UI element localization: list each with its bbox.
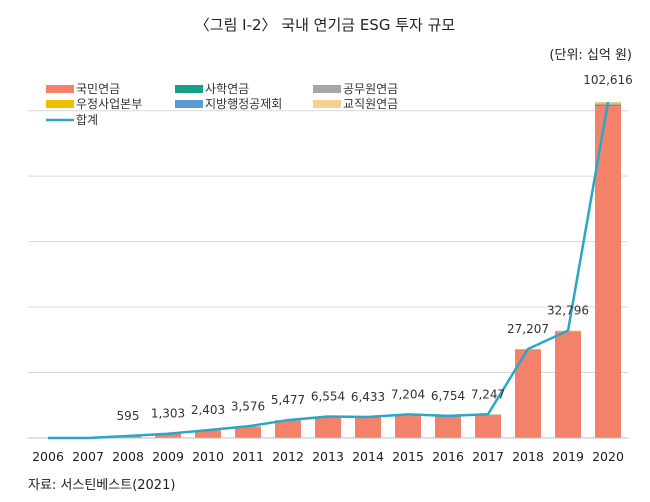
bar-nps-2011	[235, 426, 261, 438]
total-data-label: 7,204	[391, 387, 425, 401]
chart-title: 〈그림 Ⅰ-2〉 국내 연기금 ESG 투자 규모	[194, 16, 456, 34]
x-tick-label: 2017	[472, 449, 504, 464]
total-data-label: 102,616	[583, 73, 633, 87]
unit-label: (단위: 십억 원)	[549, 48, 632, 63]
total-data-label: 5,477	[271, 393, 305, 407]
x-tick-label: 2010	[192, 449, 224, 464]
x-tick-label: 2013	[312, 449, 344, 464]
x-tick-label: 2007	[72, 449, 104, 464]
total-data-label: 2,403	[191, 403, 225, 417]
total-data-label: 6,433	[351, 390, 385, 404]
total-data-label: 6,754	[431, 389, 465, 403]
x-tick-label: 2019	[552, 449, 584, 464]
legend-label-local: 지방행정공제회	[205, 96, 282, 111]
x-tick-label: 2020	[592, 449, 624, 464]
bar-nps-2014	[355, 417, 381, 438]
total-data-label: 1,303	[151, 407, 185, 421]
bar-nps-2019	[555, 331, 581, 438]
legend-swatch-teachers	[175, 85, 203, 93]
bar-nps-2015	[395, 415, 421, 438]
bar-nps-2016	[435, 416, 461, 438]
total-data-label: 7,247	[471, 387, 505, 401]
total-data-label: 3,576	[231, 399, 265, 413]
x-tick-label: 2011	[232, 449, 264, 464]
x-tick-label: 2006	[32, 449, 64, 464]
bar-nps-2013	[315, 417, 341, 438]
legend-swatch-government	[313, 85, 341, 93]
legend-label-teachers: 사학연금	[205, 82, 249, 96]
total-data-label: 27,207	[507, 322, 549, 336]
bar-nps-2009	[155, 433, 181, 438]
total-data-label: 32,796	[547, 304, 589, 318]
legend-label-postal: 우정사업본부	[76, 97, 142, 111]
legend-label-nps: 국민연금	[76, 82, 120, 96]
x-tick-label: 2014	[352, 449, 384, 464]
bar-nps-2010	[195, 430, 221, 438]
total-data-label: 595	[117, 409, 140, 423]
x-tick-label: 2018	[512, 449, 544, 464]
x-tick-label: 2012	[272, 449, 304, 464]
legend-label-government: 공무원연금	[343, 82, 398, 96]
legend-swatch-postal	[46, 100, 74, 108]
total-data-label: 6,554	[311, 390, 345, 404]
x-tick-label: 2009	[152, 449, 184, 464]
total-line	[48, 101, 610, 440]
x-tick-label: 2015	[392, 449, 424, 464]
data-labels: 595 1,303 2,403 3,576 5,477 6,554 6,433 7,204 6,…	[117, 73, 633, 423]
x-tick-label: 2016	[432, 449, 464, 464]
legend-swatch-school	[313, 100, 341, 108]
legend-label-school: 교직원연금	[343, 97, 398, 111]
bars	[115, 102, 621, 439]
legend-swatch-nps	[46, 85, 74, 93]
source-note: 자료: 서스틴베스트(2021)	[28, 478, 176, 493]
total-series-line	[48, 101, 610, 440]
bar-nps-2012	[275, 420, 301, 438]
x-axis: 2006 2007 2008 2009 2010 2011 2012 2013 2014 2015…	[28, 437, 628, 464]
legend-label-total: 합계	[76, 113, 98, 127]
x-tick-label: 2008	[112, 449, 144, 464]
bar-nps-2017	[475, 414, 501, 438]
legend-swatch-local	[175, 100, 203, 108]
bar-nps-2020	[595, 105, 621, 439]
